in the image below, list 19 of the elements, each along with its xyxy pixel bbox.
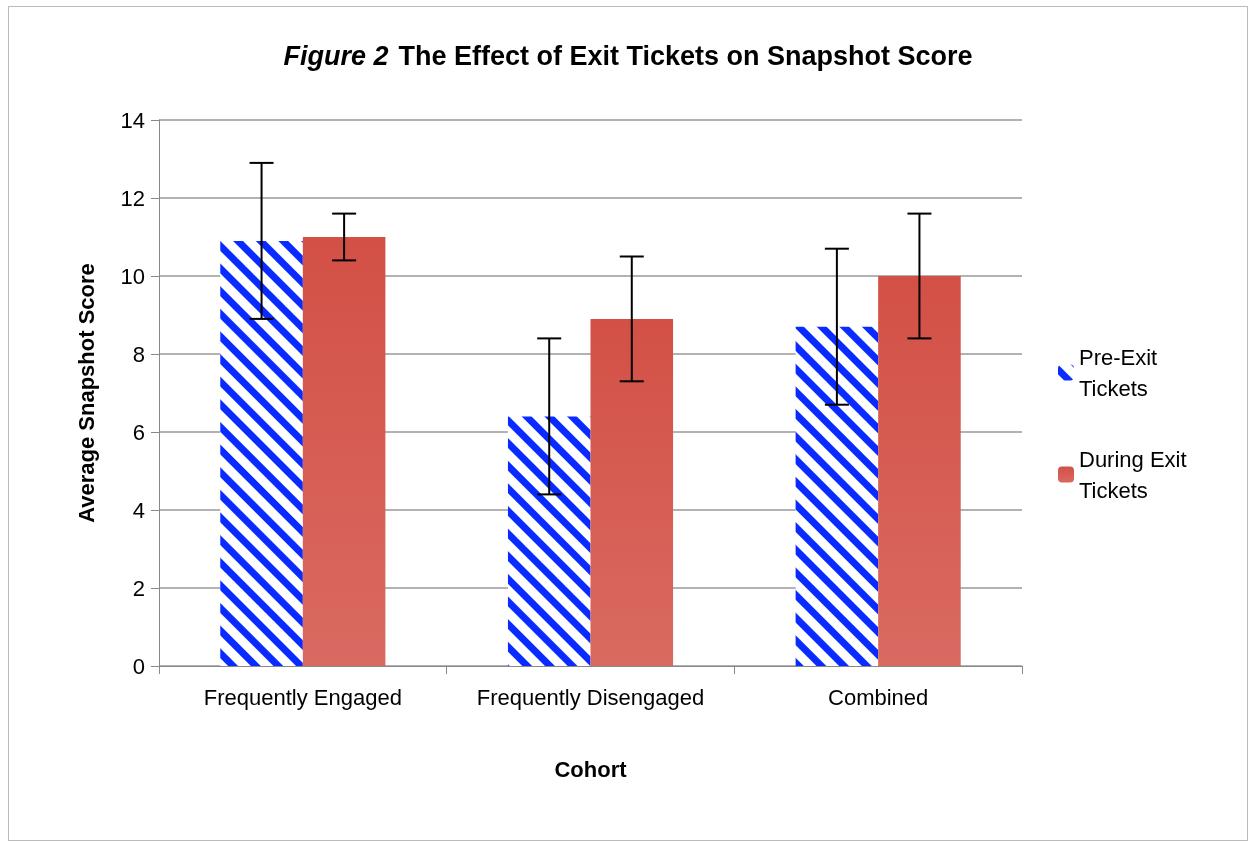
y-tick-label: 6: [132, 419, 145, 445]
x-tick-label: Combined: [828, 685, 929, 710]
y-tick-label: 4: [132, 497, 145, 523]
bar: [302, 237, 386, 666]
x-tick-label: Frequently Engaged: [203, 685, 402, 710]
legend-label: Pre-Exit Tickets: [1079, 344, 1164, 401]
bar: [590, 318, 674, 666]
x-axis-title: Cohort: [554, 756, 628, 782]
x-tick-label: Frequently Disengaged: [476, 685, 705, 710]
bar: [878, 276, 961, 666]
y-axis-title: Average Snapshot Score: [73, 263, 99, 523]
y-tick-label: 12: [120, 185, 145, 211]
y-tick-label: 0: [132, 653, 145, 679]
chart-title: Figure 2 The Effect of Exit Tickets on Snapshot Score: [283, 40, 973, 71]
y-tick-label: 10: [120, 263, 145, 289]
legend-label: During Exit Tickets: [1079, 446, 1193, 503]
y-tick-label: 14: [120, 107, 145, 133]
y-tick-label: 2: [132, 575, 145, 601]
y-tick-label: 8: [132, 341, 145, 367]
